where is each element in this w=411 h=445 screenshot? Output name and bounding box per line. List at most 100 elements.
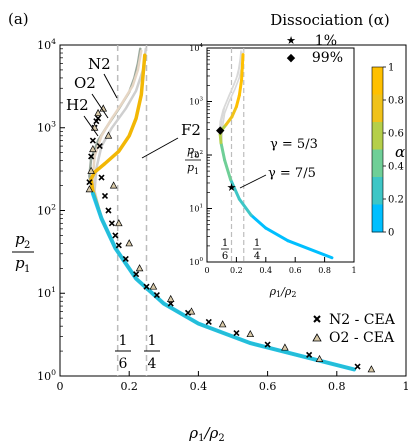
main-xlabel: ρ1/ρ2: [188, 424, 224, 444]
marker-o2-cea: [281, 343, 289, 351]
ytick-label: 104: [189, 43, 203, 53]
annotation-n2: N2: [88, 55, 111, 73]
inset-alpha-segment: [240, 53, 245, 82]
xtick-label: 0.2: [120, 380, 138, 393]
inset-background: [207, 48, 354, 262]
inset-fraction-one-sixth-den: 6: [222, 251, 228, 262]
xtick-label: 1: [403, 380, 410, 393]
marker-o2-cea: [218, 320, 227, 328]
annotation-f2: F2: [181, 121, 201, 139]
marker-n2-cea: [105, 207, 112, 214]
inset-legend-diamond-marker: ◆: [287, 51, 296, 64]
inset-alpha-segment: [234, 93, 241, 109]
marker-n2-cea: [153, 292, 160, 299]
inset-point-diamond: ◆: [216, 123, 225, 136]
marker-o2-cea: [315, 354, 324, 362]
marker-o2-cea: [94, 108, 102, 117]
ytick-label: 101: [37, 285, 56, 300]
ytick-label: 100: [37, 368, 56, 383]
marker-n2-cea: [122, 255, 129, 262]
colorbar-segment: [372, 67, 383, 95]
ytick-label: 102: [189, 150, 203, 160]
inset-alpha-segment: [219, 141, 227, 162]
inset-legend-99pct: 99%: [312, 50, 343, 66]
colorbar-tick-label: 1: [388, 63, 394, 74]
xtick-label: 0.4: [190, 380, 208, 393]
marker-n2-cea: [143, 283, 150, 290]
marker-n2-cea: [93, 118, 100, 125]
marker-n2-cea: [112, 232, 119, 239]
xtick-label: 0.4: [259, 266, 272, 275]
legend-marker-n2: [313, 315, 321, 323]
colorbar-label: α: [395, 143, 405, 161]
series-line-alpha-low: [90, 191, 357, 372]
annotation-o2: O2: [74, 74, 96, 92]
fraction-one-sixth: 1 6: [115, 333, 131, 372]
inset-alpha-segment: [230, 105, 238, 119]
legend-marker-o2: [312, 333, 322, 342]
main-legend: N2 - CEA O2 - CEA: [312, 312, 396, 346]
inset-alpha-segment: [237, 78, 244, 97]
marker-n2-cea: [89, 137, 96, 144]
main-ylabel-num: p: [15, 230, 25, 248]
inset-ylabel: p 2 p 1: [185, 144, 201, 176]
xtick-label: 0: [57, 380, 64, 393]
marker-o2-cea: [149, 282, 158, 290]
marker-o2-cea: [109, 181, 118, 189]
ytick-label: 101: [189, 204, 203, 214]
marker-n2-cea: [98, 174, 105, 181]
marker-n2-cea: [133, 271, 140, 278]
inset-legend-star-marker: ★: [286, 34, 296, 47]
colorbar: 0 0.2 0.4 0.6 0.8 1: [371, 63, 404, 239]
marker-o2-cea: [166, 294, 175, 302]
annotation-h2-leader: [83, 115, 99, 137]
inset-ylabel-num: p: [187, 144, 194, 157]
ytick-label: 100: [189, 257, 203, 267]
inset-gamma-53: γ = 5/3: [270, 137, 318, 152]
inset-fraction-one-sixth: 1 6: [221, 238, 229, 262]
inset-alpha-segment: [237, 197, 253, 217]
annotation-o2-leader: [91, 93, 109, 119]
xtick-label: 0.8: [318, 266, 331, 275]
inset-gamma-75: γ = 7/5: [268, 166, 316, 181]
fraction-one-sixth-num: 1: [119, 333, 128, 349]
xtick-label: 0.6: [289, 266, 302, 275]
annotation-h2: H2: [66, 96, 89, 114]
marker-o2-cea: [125, 239, 133, 247]
marker-o2-cea: [115, 219, 123, 227]
ytick-label: 102: [37, 202, 56, 217]
inset-fraction-one-quarter-num: 1: [254, 238, 260, 249]
colorbar-tick-label: 0.4: [388, 162, 404, 173]
marker-o2-cea: [367, 365, 376, 373]
inset-ylabel-num-sub: 2: [194, 150, 199, 159]
inset-legend: ★ 1% ◆ 99%: [286, 33, 343, 66]
inset-xlabel: ρ1/ρ2: [269, 285, 297, 299]
inset-legend-1pct: 1%: [315, 33, 337, 49]
main-xlabel-text: ρ1/ρ2: [188, 424, 224, 444]
colorbar-tick-label: 0.6: [388, 129, 404, 140]
ytick-label: 104: [37, 37, 56, 52]
marker-o2-cea: [135, 264, 144, 272]
panel-label: (a): [8, 10, 29, 28]
colorbar-tick-label: 0.2: [388, 195, 404, 206]
marker-n2-cea: [101, 192, 109, 199]
xtick-label: 1: [351, 266, 356, 275]
xtick-label: 0.8: [328, 380, 346, 393]
annotation-f2-leader: [141, 137, 179, 159]
main-ylabel-num-sub: 2: [24, 240, 30, 251]
marker-n2-cea: [88, 153, 95, 160]
colorbar-segment: [372, 94, 383, 123]
inset-fraction-one-quarter-den: 4: [254, 251, 260, 262]
marker-n2-cea: [233, 330, 240, 337]
marker-n2-cea: [264, 341, 271, 348]
main-ylabel-den: p: [15, 254, 25, 272]
colorbar-tick-label: 0.8: [388, 96, 404, 107]
colorbar-segment: [372, 149, 383, 178]
xtick-label: 0.2: [230, 266, 243, 275]
fraction-one-quarter-den: 4: [148, 356, 157, 372]
marker-o2-cea: [89, 144, 97, 153]
inset-alpha-segment: [224, 115, 234, 127]
marker-n2-cea: [115, 242, 122, 249]
